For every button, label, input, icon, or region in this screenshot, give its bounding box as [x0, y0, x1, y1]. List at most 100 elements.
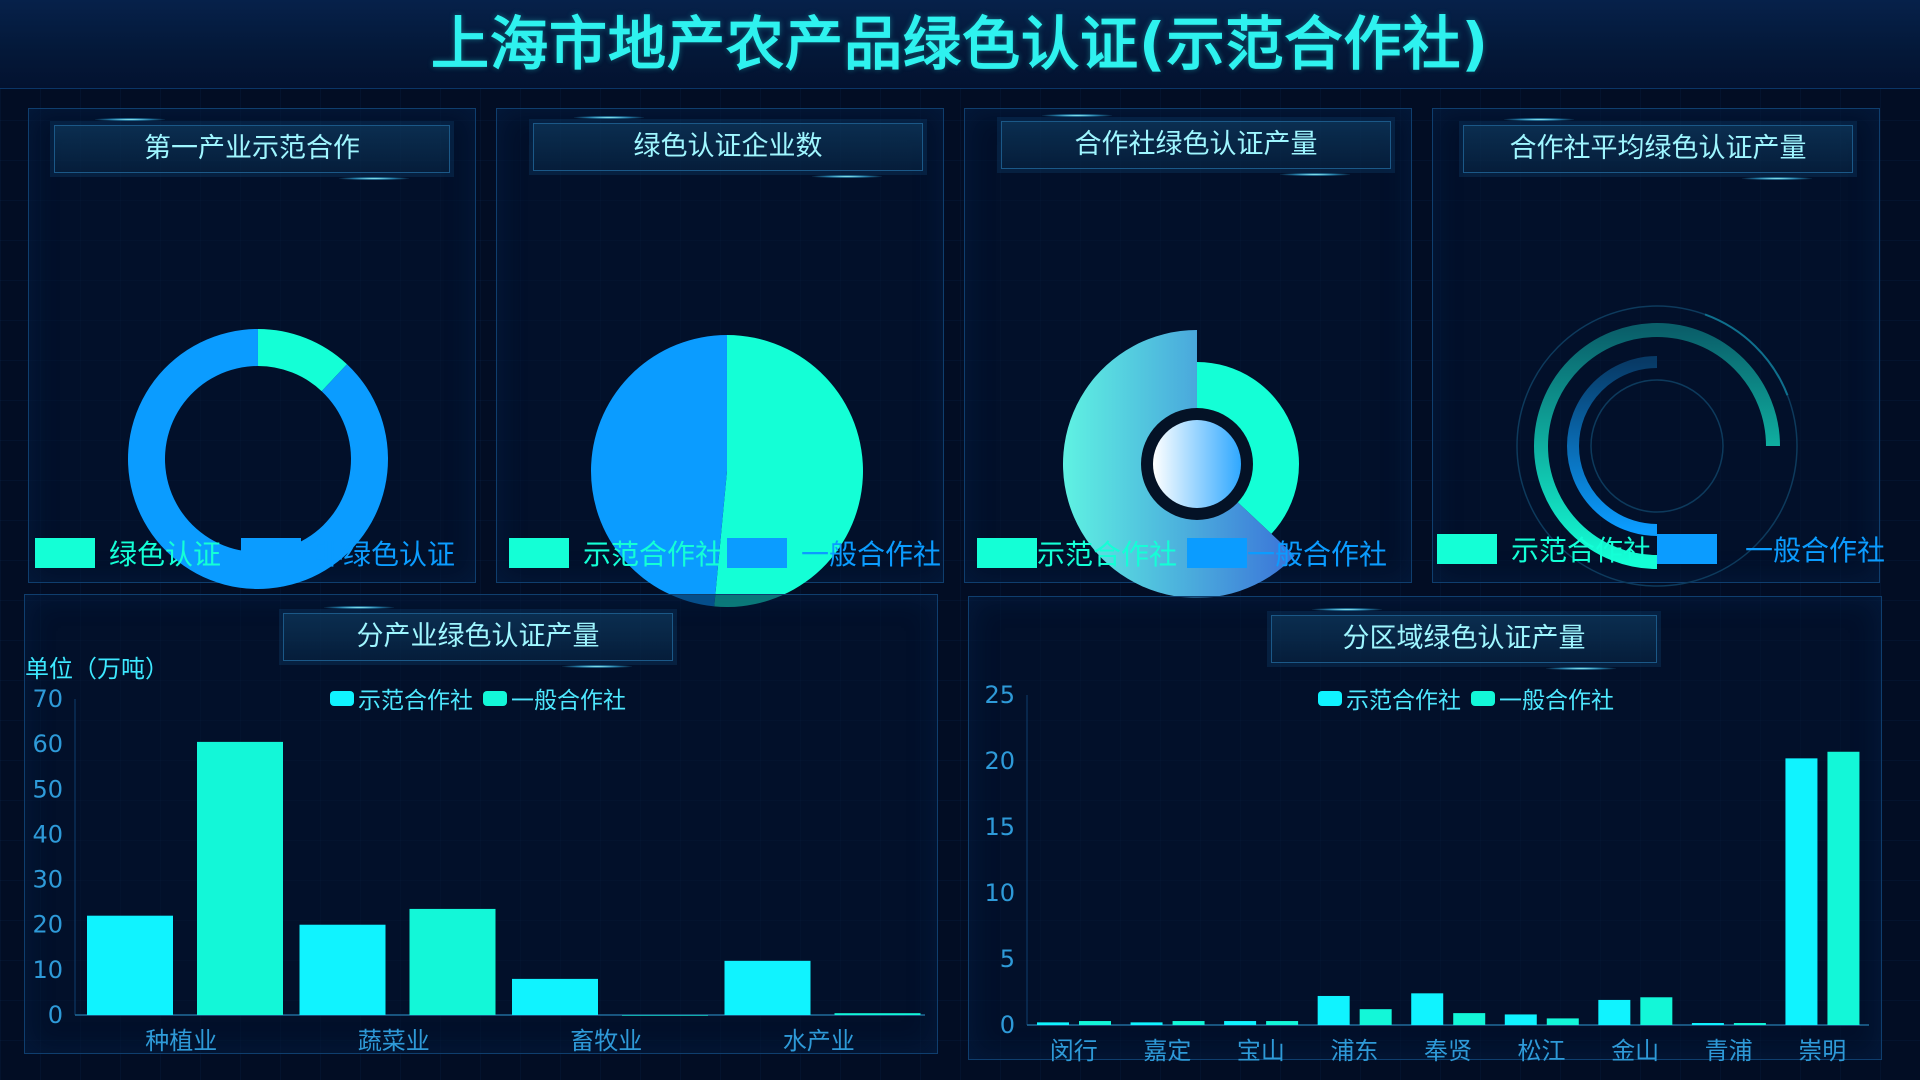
legend: 示范合作社 一般合作社: [330, 681, 626, 715]
legend-swatch-non-green-cert: [241, 538, 302, 568]
header-bar: 上海市地产农产品绿色认证(示范合作社): [0, 0, 1920, 89]
panel-title: 合作社平均绿色认证产量: [1463, 118, 1853, 180]
legend-label-general: 一般合作社: [1745, 534, 1886, 567]
industry-bar: [299, 924, 386, 1015]
radial-bar-demo: [1534, 323, 1780, 569]
legend-label-general: 一般合作社: [511, 688, 626, 714]
region-bar: [1546, 1018, 1579, 1025]
region-bar: [1691, 1023, 1724, 1025]
industry-bar: [87, 915, 173, 1015]
rose-chart: [1063, 330, 1299, 598]
industry-y-tick-label: 60: [32, 730, 63, 758]
legend-label-non-green-cert: 非绿色认证: [315, 538, 456, 571]
region-bar-chart: 0 5 10 15 20 25 闵行 嘉定 宝山 浦东 奉贤 松江 金山 青浦 崇明: [984, 681, 1869, 1065]
legend-label-demo: 示范合作社: [358, 688, 473, 714]
region-bar: [1785, 758, 1818, 1025]
industry-y-tick-label: 0: [48, 1001, 63, 1029]
legend-label-general: 一般合作社: [1247, 538, 1388, 571]
legend-swatch-green-cert: [35, 538, 95, 568]
legend-label-demo: 示范合作社: [1037, 538, 1178, 571]
donut-slice-0: [258, 329, 347, 392]
panel-certified-enterprises: 绿色认证企业数 示范合作社 一般合作社: [496, 108, 944, 607]
industry-y-tick-label: 50: [32, 775, 63, 803]
region-bar: [1827, 751, 1860, 1025]
panel-title: 分产业绿色认证产量: [283, 606, 673, 668]
legend: 示范合作社 一般合作社: [977, 533, 1387, 573]
industry-x-tick-label: 蔬菜业: [358, 1027, 430, 1055]
industry-x-tick-label: 畜牧业: [570, 1027, 642, 1055]
region-bar: [1453, 1013, 1486, 1025]
legend: 绿色认证 非绿色认证: [35, 533, 455, 573]
region-x-tick-label: 嘉定: [1143, 1037, 1191, 1065]
region-bar: [1130, 1022, 1163, 1025]
legend-swatch-general: [1187, 538, 1248, 568]
region-bar: [1733, 1023, 1766, 1025]
industry-bar: [724, 960, 811, 1015]
region-bar: [1224, 1021, 1257, 1025]
region-y-tick-label: 5: [1000, 945, 1015, 973]
legend-swatch-demo: [1437, 534, 1497, 564]
industry-x-tick-label: 水产业: [783, 1027, 855, 1055]
panel-title: 合作社绿色认证产量: [1001, 114, 1391, 176]
rose-center-disc: [1153, 420, 1241, 508]
industry-y-tick-label: 40: [32, 820, 63, 848]
region-bar: [1411, 993, 1444, 1025]
industry-bar: [197, 741, 283, 1015]
region-bar: [1317, 995, 1350, 1025]
legend-swatch-demo: [509, 538, 569, 568]
region-bar: [1598, 999, 1631, 1025]
panel-title: 分区域绿色认证产量: [1271, 608, 1657, 670]
page-title: 上海市地产农产品绿色认证(示范合作社): [430, 10, 1490, 78]
industry-bar: [622, 1015, 708, 1016]
panel-region-output: 分区域绿色认证产量 示范合作社 一般合作社 0 5 10 15 20 25 闵行 嘉定 宝山 浦东…: [968, 596, 1882, 1065]
industry-y-tick-label: 20: [32, 911, 63, 939]
legend: 示范合作社 一般合作社: [1437, 529, 1885, 569]
decor-arc: [1704, 313, 1789, 396]
legend-swatch-demo: [330, 690, 354, 706]
legend-label-green-cert: 绿色认证: [109, 538, 222, 571]
radial-bar-chart: [1516, 305, 1798, 587]
region-bar: [1079, 1021, 1111, 1025]
radial-bar-general: [1567, 356, 1658, 536]
panel-title: 绿色认证企业数: [533, 116, 923, 178]
industry-y-tick-label: 70: [32, 685, 63, 713]
panel-coop-output: 合作社绿色认证产量 示范合作社 一般合作社: [964, 108, 1412, 598]
industry-bar: [409, 908, 496, 1015]
region-y-tick-label: 20: [984, 747, 1015, 775]
legend-swatch-general: [1657, 534, 1718, 564]
panel-avg-output: 合作社平均绿色认证产量 示范合作社 一般合作社: [1432, 108, 1885, 587]
legend-swatch-demo: [977, 538, 1037, 568]
region-bar: [1504, 1014, 1537, 1025]
legend-swatch-general: [483, 690, 507, 706]
region-x-tick-label: 青浦: [1705, 1037, 1753, 1065]
legend: 示范合作社 一般合作社: [1318, 681, 1614, 715]
unit-label: 单位（万吨）: [25, 655, 169, 683]
region-x-tick-label: 松江: [1518, 1037, 1566, 1065]
legend-label-general: 一般合作社: [1499, 688, 1614, 714]
panel-industry-output: 分产业绿色认证产量 单位（万吨） 示范合作社 一般合作社 0 10 20 30 40 50…: [24, 594, 938, 1055]
rose-slice-general: [1063, 330, 1295, 598]
panel-title: 第一产业示范合作: [54, 118, 450, 180]
region-x-tick-label: 浦东: [1330, 1037, 1378, 1065]
legend-swatch-demo: [1318, 690, 1342, 706]
pie-slice-1: [590, 335, 727, 607]
inner-ring: [1590, 379, 1724, 513]
outer-ring: [1516, 305, 1798, 587]
region-y-tick-label: 0: [1000, 1011, 1015, 1039]
legend-label-demo: 示范合作社: [1346, 688, 1461, 714]
industry-x-tick-label: 种植业: [145, 1027, 217, 1055]
industry-y-tick-label: 30: [32, 866, 63, 894]
region-bar: [1037, 1022, 1069, 1025]
legend-label-demo: 示范合作社: [1511, 534, 1652, 567]
panel-primary-industry: 第一产业示范合作 绿色认证 非绿色认证: [28, 108, 476, 589]
legend-label-general: 一般合作社: [801, 538, 942, 571]
region-x-tick-label: 宝山: [1237, 1037, 1285, 1065]
legend-label-demo: 示范合作社: [583, 538, 724, 571]
region-y-tick-label: 25: [984, 681, 1015, 709]
industry-bar: [834, 1013, 921, 1015]
donut-chart: [127, 329, 388, 589]
region-y-tick-label: 10: [984, 879, 1015, 907]
region-x-tick-label: 金山: [1611, 1037, 1659, 1065]
region-x-tick-label: 崇明: [1798, 1037, 1846, 1065]
region-x-tick-label: 奉贤: [1424, 1037, 1472, 1065]
